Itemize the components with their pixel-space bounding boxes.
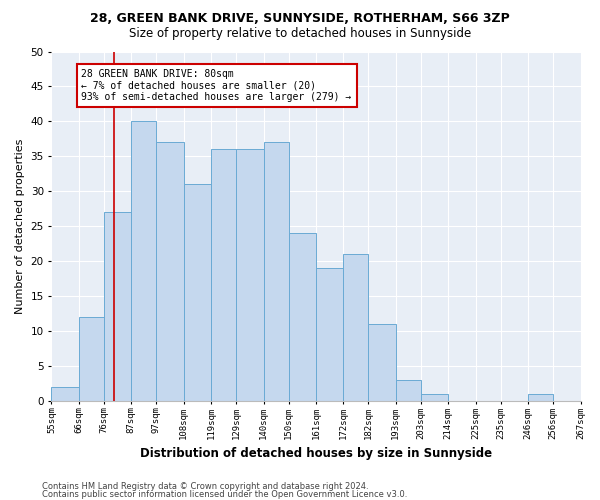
Bar (421, 394, 448, 401)
Bar (156, 142, 184, 401)
Bar (211, 150, 236, 401)
Text: 28 GREEN BANK DRIVE: 80sqm
← 7% of detached houses are smaller (20)
93% of semi-: 28 GREEN BANK DRIVE: 80sqm ← 7% of detac… (82, 69, 352, 102)
Y-axis label: Number of detached properties: Number of detached properties (15, 138, 25, 314)
Bar (263, 142, 289, 401)
Bar (368, 324, 396, 401)
Text: Contains public sector information licensed under the Open Government Licence v3: Contains public sector information licen… (42, 490, 407, 499)
Bar (184, 184, 211, 401)
Bar (104, 212, 131, 401)
Bar (316, 268, 343, 401)
Bar (343, 254, 368, 401)
Bar (131, 122, 156, 401)
Text: 28, GREEN BANK DRIVE, SUNNYSIDE, ROTHERHAM, S66 3ZP: 28, GREEN BANK DRIVE, SUNNYSIDE, ROTHERH… (90, 12, 510, 26)
Bar (396, 380, 421, 401)
Bar (528, 394, 553, 401)
Text: Contains HM Land Registry data © Crown copyright and database right 2024.: Contains HM Land Registry data © Crown c… (42, 482, 368, 491)
Bar (52, 387, 79, 401)
Bar (236, 150, 263, 401)
X-axis label: Distribution of detached houses by size in Sunnyside: Distribution of detached houses by size … (140, 447, 492, 460)
Bar (289, 233, 316, 401)
Text: Size of property relative to detached houses in Sunnyside: Size of property relative to detached ho… (129, 28, 471, 40)
Bar (79, 317, 104, 401)
